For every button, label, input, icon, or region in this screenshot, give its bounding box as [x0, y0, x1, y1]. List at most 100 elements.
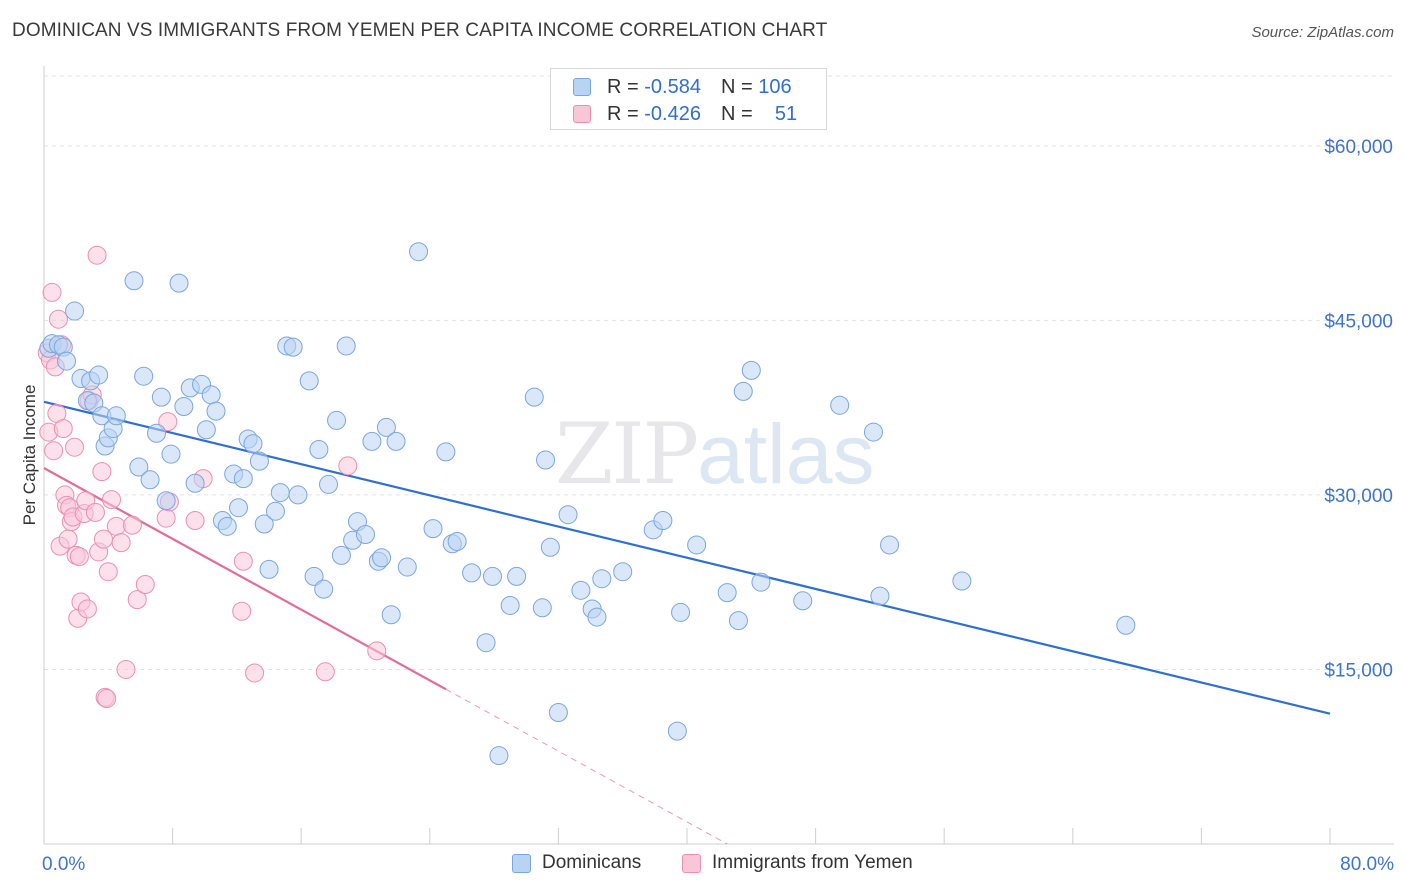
yemen-point	[338, 456, 358, 476]
yemen-point	[92, 462, 112, 482]
dominican-point	[283, 337, 303, 357]
dominican-point	[376, 417, 396, 437]
dominican-point	[134, 366, 154, 386]
dominican-point	[327, 410, 347, 430]
legend-row-dominicans: R = -0.584 N = 106	[573, 74, 792, 100]
n-label: N =	[720, 102, 753, 125]
axes	[43, 66, 1394, 845]
n-label: N =	[720, 75, 753, 98]
dominican-point	[124, 271, 144, 291]
dominican-point	[793, 591, 813, 611]
dominican-point	[476, 633, 496, 653]
n-value: 106	[758, 75, 792, 98]
yemen-point	[44, 441, 64, 461]
dominican-point	[89, 365, 109, 385]
x-tick-label: 80.0%	[1340, 854, 1394, 875]
source-label: Source: ZipAtlas.com	[1251, 24, 1394, 41]
watermark: ZIPatlas	[555, 405, 875, 503]
chart-title: DOMINICAN VS IMMIGRANTS FROM YEMEN PER C…	[12, 20, 828, 41]
correlation-legend: R = -0.584 N = 106 R = -0.426 N = 51	[550, 68, 827, 130]
series-legend: Dominicans Immigrants from Yemen	[0, 852, 1406, 878]
yemen-point	[158, 412, 178, 432]
dominican-point	[259, 559, 279, 579]
dominican-point	[540, 537, 560, 557]
dominican-point	[386, 431, 406, 451]
dominican-point	[830, 395, 850, 415]
dominican-point	[687, 535, 707, 555]
dominican-point	[270, 483, 290, 503]
dominican-point	[356, 524, 375, 544]
dominican-points	[39, 242, 1136, 766]
dominican-point	[156, 491, 176, 511]
yemen-point	[98, 562, 118, 582]
dominican-point	[952, 571, 972, 591]
dominican-point	[229, 498, 249, 518]
x-tick-label: 0.0%	[42, 854, 85, 875]
dominican-point	[863, 422, 883, 442]
dominican-point	[314, 579, 334, 599]
y-tick-label: $15,000	[1324, 660, 1393, 681]
yemen-point	[245, 663, 265, 683]
legend-row-yemen: R = -0.426 N = 51	[573, 101, 797, 127]
y-tick-label: $30,000	[1324, 486, 1393, 507]
yemen-point	[48, 309, 68, 329]
dominican-point	[140, 470, 160, 490]
legend-item-dominicans: Dominicans	[512, 852, 641, 874]
r-value: -0.426	[644, 102, 701, 125]
yemen-point	[106, 516, 126, 536]
dominican-point	[571, 580, 591, 600]
legend-item-yemen: Immigrants from Yemen	[682, 852, 913, 874]
dominican-point	[185, 473, 205, 493]
dominican-point	[299, 371, 319, 391]
axis-labels: $15,000 $30,000 $45,000 $60,000 0.0% 80.0% Per…	[20, 137, 1394, 875]
yemen-point	[77, 599, 97, 619]
dominican-point	[536, 450, 556, 470]
r-label: R =	[607, 102, 639, 125]
legend-label: Dominicans	[542, 852, 642, 873]
yemen-point	[315, 662, 335, 682]
yemen-point	[53, 419, 73, 439]
dominican-point	[381, 605, 401, 625]
yemen-point	[102, 490, 122, 510]
yemen-point	[233, 551, 253, 571]
dominican-point	[613, 562, 633, 582]
n-value: 51	[774, 102, 798, 125]
dominican-point	[265, 501, 285, 521]
dominican-point	[243, 434, 263, 454]
dominican-point	[397, 557, 417, 577]
dominican-point	[362, 431, 382, 451]
dominican-point	[57, 351, 77, 371]
dominican-point	[667, 721, 687, 741]
y-axis-title: Per Capita Income	[20, 385, 39, 526]
yemen-point	[185, 511, 205, 531]
dominican-point	[587, 607, 607, 627]
legend-swatch-blue	[512, 853, 531, 873]
dominican-point	[489, 746, 509, 766]
r-label: R =	[607, 75, 639, 98]
dominican-point	[751, 572, 771, 592]
dominican-point	[288, 485, 308, 505]
dominican-point	[254, 514, 274, 534]
dominican-point	[409, 242, 429, 262]
yemen-point	[85, 502, 105, 522]
dominican-point	[532, 598, 552, 618]
dominican-point	[319, 474, 339, 494]
r-value: -0.584	[644, 75, 701, 98]
yemen-point	[122, 515, 142, 535]
dominican-point	[65, 301, 85, 321]
yemen-point	[65, 437, 85, 457]
yemen-point	[42, 282, 62, 302]
dominican-point	[217, 516, 237, 536]
y-tick-label: $45,000	[1324, 311, 1393, 332]
dominican-point	[106, 406, 126, 426]
yemen-point	[156, 508, 176, 528]
dominican-point	[1116, 615, 1136, 635]
yemen-point	[135, 575, 155, 595]
dominican-point	[331, 545, 351, 565]
yemen-point	[111, 533, 131, 553]
dominican-point	[249, 451, 269, 471]
dominican-point	[436, 442, 456, 462]
dominican-point	[447, 531, 467, 551]
dominican-point	[558, 505, 578, 525]
